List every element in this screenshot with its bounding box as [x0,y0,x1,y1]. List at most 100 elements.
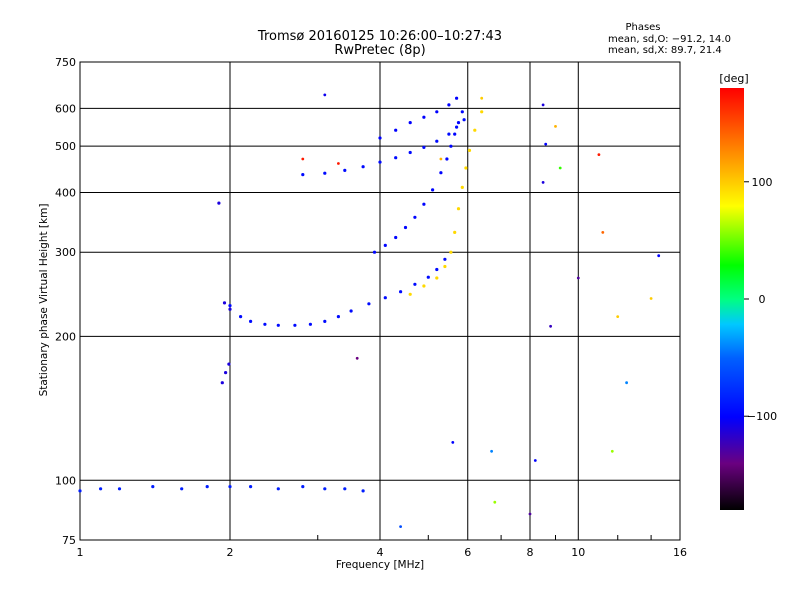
data-point [455,125,459,129]
data-point [228,304,232,308]
scatter-point [657,254,661,258]
colorbar-tick-label: 0 [759,293,766,306]
scatter-point [533,459,537,462]
y-axis-label: Stationary phase Virtual Height [km] [38,204,50,397]
data-point [301,485,305,489]
data-points [78,93,661,528]
phase-info-header: Phases [625,22,660,33]
data-point [449,144,453,148]
data-point [217,201,221,205]
y-tick-label: 600 [55,102,76,115]
y-tick-label: 500 [55,140,76,153]
data-point [413,215,417,219]
scatter-point [480,96,484,100]
data-point [464,166,468,170]
scatter-point [554,125,557,128]
data-point [408,150,412,155]
data-point [78,489,82,493]
scatter-point [558,166,562,170]
data-point [349,309,353,313]
data-point [205,485,209,489]
scatter-point [528,512,532,516]
data-point [249,485,253,489]
scatter-point [541,103,545,107]
scatter-point [301,157,305,161]
data-point [426,275,430,279]
data-point [462,118,466,122]
chart-title: Tromsø 20160125 10:26:00–10:27:43 [257,29,502,44]
scatter-point [451,441,455,444]
x-tick-label: 2 [227,546,234,559]
data-point [480,110,484,114]
data-point [151,485,155,489]
scatter-point [493,500,497,504]
data-point [361,489,365,493]
scatter-point [399,525,402,528]
data-point [443,257,447,261]
colorbar-tick-label: −100 [747,410,777,423]
data-point [467,148,472,152]
data-point [343,168,347,172]
trace-x-mode-f-trace [408,110,484,296]
data-point [422,115,426,119]
data-point [413,282,417,286]
trace-es-near-2-mhz [217,201,232,385]
data-point [117,487,122,491]
chart-subtitle: RwPretec (8p) [334,43,425,58]
data-point [408,292,412,296]
scatter-point [323,93,327,97]
scatter-point [544,142,548,146]
data-point [263,322,267,326]
data-point [445,157,449,161]
trace-o-mode-f-trace [372,110,464,254]
trace-o-mode-upper-f-trace [301,118,466,177]
data-point [456,207,461,211]
data-point [323,319,327,323]
scatter-point [439,157,443,161]
y-tick-label: 750 [55,56,76,69]
data-point [224,371,228,375]
data-point [431,188,435,192]
data-point [422,284,426,288]
data-point [249,319,253,323]
data-point [443,264,447,269]
data-point [447,132,451,136]
x-axis-label: Frequency [MHz] [336,559,424,571]
scatter-point [337,162,340,165]
phase-info-o: mean, sd,O: −91.2, 14.0 [608,34,731,45]
axis-ticks: 1 2 4 6 8 10 16 75 100 200 300 400 500 600 750 [55,56,687,559]
data-point [473,128,477,132]
x-tick-label: 16 [673,546,687,559]
data-point [276,487,280,491]
trace-o-mode-lower-f-layer [228,257,447,327]
data-point [378,136,382,140]
data-point [99,487,103,491]
data-point [447,103,451,107]
phase-info-x: mean, sd,X: 89.7, 21.4 [608,45,722,56]
data-point [372,250,377,254]
scatter-point [649,297,653,300]
colorbar-tick-label: 100 [752,176,773,189]
data-point [435,276,439,280]
scatter-point [601,231,605,234]
data-point [422,145,426,149]
data-point [408,121,412,125]
data-point [220,381,224,385]
scatter-point [355,356,359,360]
data-point [228,307,232,311]
data-point [456,121,461,125]
data-point [361,165,365,169]
x-tick-label: 1 [77,546,84,559]
data-point [394,128,398,132]
scatter-point [541,181,545,184]
data-point [422,202,426,206]
data-point [453,230,457,234]
data-point [228,485,232,489]
trace-e-region-echoes [78,485,365,493]
data-point [367,302,371,306]
data-point [378,160,382,164]
data-point [439,171,443,175]
scatter-point [549,324,552,328]
data-point [336,315,340,319]
